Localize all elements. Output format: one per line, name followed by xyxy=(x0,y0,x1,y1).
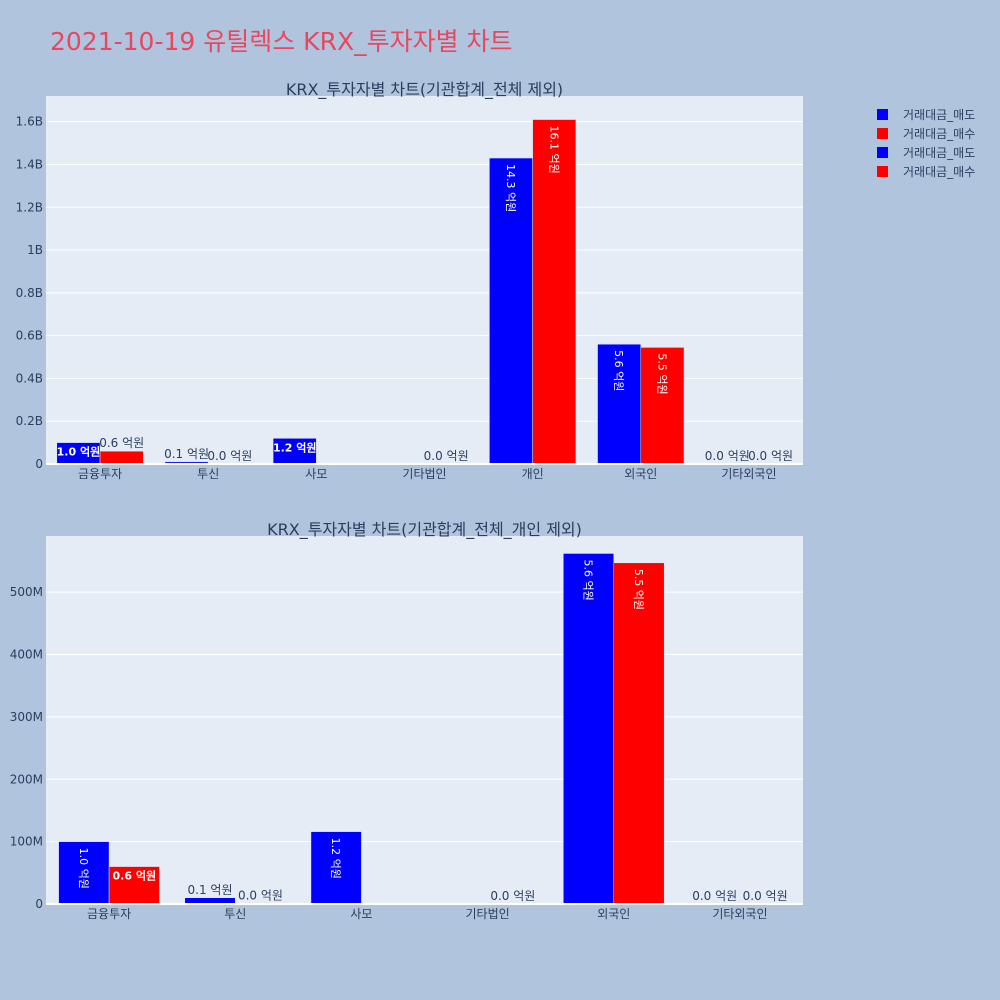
legend-label: 거래대금_매도 xyxy=(903,108,975,122)
y-tick-label: 1.6B xyxy=(16,115,43,129)
y-tick-label: 0.4B xyxy=(16,371,43,385)
plot-area xyxy=(46,96,803,464)
bar-sell xyxy=(272,438,317,465)
bar-buy xyxy=(613,562,665,905)
subplot-2: 0 100M 200M 300M 400M 500M KRX_투자자별 차트(기관합계_전체… xyxy=(10,520,803,921)
subplot-1: 0 0.2B 0.4B 0.6B 0.8B 1B 1.2B 1.4B 1.6B KRX_투자자별 … xyxy=(16,80,803,481)
x-tick-label: 사모 xyxy=(305,467,327,481)
data-label: 5.6 억원 xyxy=(582,559,595,600)
bar-sell xyxy=(563,553,614,905)
x-tick-label: 투신 xyxy=(224,907,246,921)
y-tick-label: 0 xyxy=(35,457,43,471)
data-label: 0.1 억원 xyxy=(188,883,233,897)
legend-label: 거래대금_매도 xyxy=(903,146,975,160)
y-tick-label: 0 xyxy=(35,897,43,911)
y-tick-label: 1B xyxy=(27,243,43,257)
legend-item[interactable]: 거래대금_매도 xyxy=(877,146,975,160)
y-tick-label: 0.2B xyxy=(16,414,43,428)
x-tick-label: 개인 xyxy=(522,467,544,481)
data-label: 5.6 억원 xyxy=(612,350,625,391)
data-label: 1.0 억원 xyxy=(77,848,90,889)
data-label: 0.0 억원 xyxy=(748,449,793,463)
x-tick-label: 기타법인 xyxy=(465,907,509,921)
data-label: 0.0 억원 xyxy=(424,449,469,463)
bar-buy xyxy=(640,347,685,465)
y-tick-label: 1.4B xyxy=(16,157,43,171)
legend-label: 거래대금_매수 xyxy=(903,127,975,141)
legend-swatch xyxy=(877,147,888,158)
subplot-title: KRX_투자자별 차트(기관합계_전체_개인 제외) xyxy=(267,520,582,540)
bar-buy xyxy=(108,866,160,905)
data-label: 0.0 억원 xyxy=(207,449,252,463)
data-label: 0.1 억원 xyxy=(164,447,209,461)
data-label: 16.1 억원 xyxy=(547,126,560,174)
x-tick-label: 기타외국인 xyxy=(721,467,776,481)
data-label: 0.0 억원 xyxy=(705,449,750,463)
x-tick-label: 금융투자 xyxy=(87,907,131,921)
data-label: 0.6 억원 xyxy=(113,869,157,883)
data-label: 5.5 억원 xyxy=(632,569,645,610)
legend-item[interactable]: 거래대금_매수 xyxy=(877,165,975,179)
bar-buy xyxy=(99,450,144,465)
subplot-title: KRX_투자자별 차트(기관합계_전체 제외) xyxy=(286,80,563,100)
y-tick-label: 300M xyxy=(10,710,43,724)
data-label: 0.0 억원 xyxy=(238,888,283,902)
y-tick-label: 1.2B xyxy=(16,200,43,214)
x-tick-label: 기타외국인 xyxy=(712,907,767,921)
legend-swatch xyxy=(877,166,888,177)
bar-sell xyxy=(597,343,642,465)
data-label: 1.0 억원 xyxy=(57,445,101,459)
legend-label: 거래대금_매수 xyxy=(903,165,975,179)
plot-area xyxy=(46,536,803,904)
data-label: 0.0 억원 xyxy=(692,889,737,903)
x-tick-label: 외국인 xyxy=(624,467,657,481)
data-label: 14.3 억원 xyxy=(504,164,517,212)
data-label: 1.2 억원 xyxy=(329,838,342,879)
x-tick-label: 금융투자 xyxy=(78,467,122,481)
x-tick-label: 투신 xyxy=(197,467,219,481)
y-tick-label: 0.8B xyxy=(16,286,43,300)
y-tick-label: 500M xyxy=(10,585,43,599)
y-tick-label: 400M xyxy=(10,648,43,662)
legend-item[interactable]: 거래대금_매도 xyxy=(877,108,975,122)
bar-sell xyxy=(489,157,533,465)
y-tick-label: 200M xyxy=(10,772,43,786)
legend-swatch xyxy=(877,128,888,139)
bar-sell xyxy=(310,831,362,905)
data-label: 0.0 억원 xyxy=(743,889,788,903)
page-title: 2021-10-19 유틸렉스 KRX_투자자별 차트 xyxy=(50,27,513,56)
x-tick-label: 외국인 xyxy=(597,907,630,921)
bar-buy xyxy=(532,119,577,465)
x-tick-label: 사모 xyxy=(350,907,372,921)
x-tick-label: 기타법인 xyxy=(402,467,446,481)
y-tick-label: 100M xyxy=(10,835,43,849)
data-label: 5.5 억원 xyxy=(655,353,668,394)
legend-item[interactable]: 거래대금_매수 xyxy=(877,127,975,141)
legend-swatch xyxy=(877,109,888,120)
y-tick-label: 0.6B xyxy=(16,329,43,343)
data-label: 1.2 억원 xyxy=(273,440,317,454)
data-label: 0.6 억원 xyxy=(99,436,144,450)
data-label: 0.0 억원 xyxy=(490,889,535,903)
